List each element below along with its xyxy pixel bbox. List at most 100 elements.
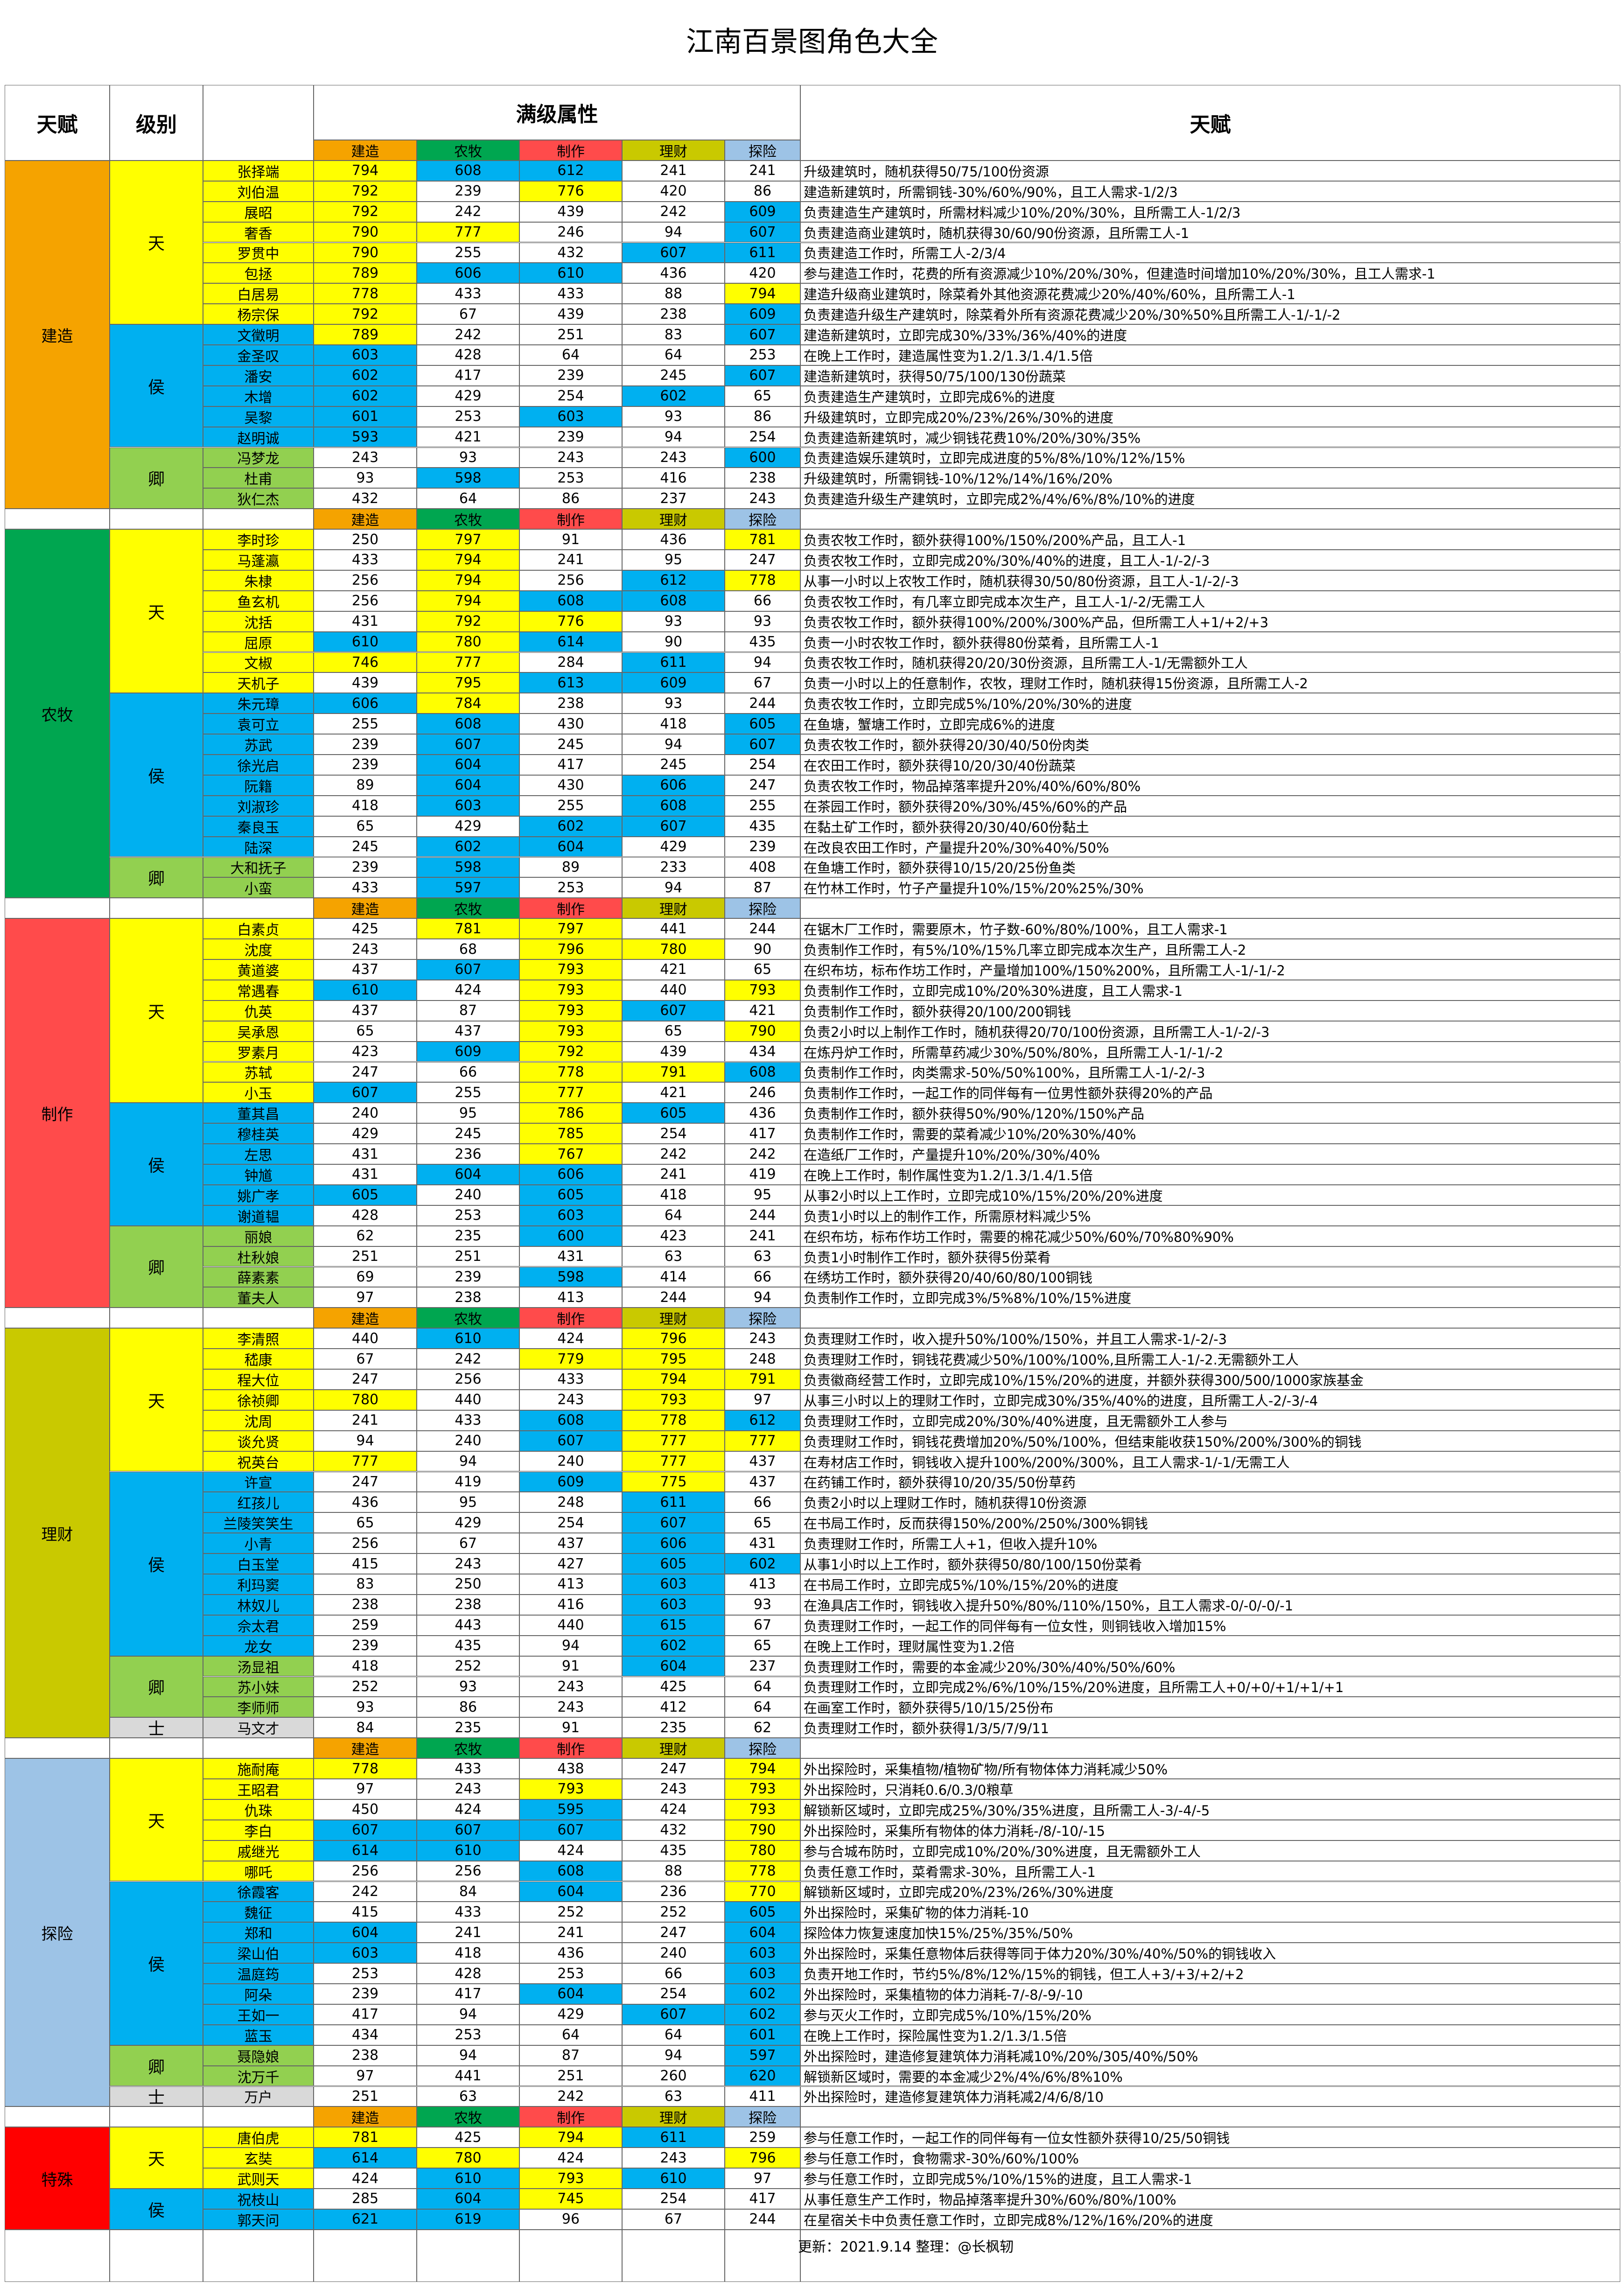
attr-value: 611 — [622, 1492, 725, 1513]
attr-value: 603 — [417, 795, 519, 816]
attr-value: 416 — [622, 468, 725, 489]
attr-value: 595 — [519, 1799, 622, 1820]
talent-description: 参与建造工作时，花费的所有资源减少10%/20%/30%，但建造时间增加10%/… — [800, 263, 1620, 284]
attr-value: 607 — [622, 816, 725, 837]
attr-value: 241 — [622, 1164, 725, 1185]
attr-value: 239 — [314, 1635, 417, 1656]
attr-value: 256 — [314, 1861, 417, 1882]
talent-description: 负责1小时以上的制作工作，所需原材料减少5% — [800, 1205, 1620, 1226]
attr-value: 605 — [622, 1553, 725, 1574]
attr-value: 611 — [725, 242, 800, 263]
attr-value: 243 — [519, 1676, 622, 1697]
attr-value: 420 — [725, 263, 800, 284]
attr-value: 792 — [519, 1041, 622, 1062]
attr-value: 243 — [622, 447, 725, 468]
footer-blank — [5, 2229, 110, 2282]
talent-description: 在鱼塘工作时，额外获得10/15/20/25份鱼类 — [800, 857, 1620, 878]
attr-value: 789 — [314, 263, 417, 284]
talent-description: 在竹林工作时，竹子产量提升10%/15%/20%25%/30% — [800, 877, 1620, 898]
attr-value: 67 — [314, 1349, 417, 1369]
attr-value: 93 — [417, 1676, 519, 1697]
attr-value: 603 — [725, 1943, 800, 1964]
attr-value: 433 — [417, 1410, 519, 1431]
attr-value: 794 — [519, 2127, 622, 2148]
rank-cell: 卿 — [110, 1225, 203, 1308]
talent-description: 解锁新区域时，立即完成20%/23%/26%/30%进度 — [800, 1881, 1620, 1902]
attr-value: 607 — [519, 1819, 622, 1840]
attr-value: 593 — [314, 427, 417, 448]
attr-value: 602 — [725, 2004, 800, 2025]
talent-description: 负责建造工作时，所需工人-2/3/4 — [800, 242, 1620, 263]
attr-header-1: 农牧 — [417, 140, 519, 161]
attr-value: 65 — [725, 385, 800, 406]
attr-value: 243 — [519, 1697, 622, 1718]
attr-value: 614 — [314, 2148, 417, 2169]
attr-subheader-0: 建造 — [314, 898, 417, 919]
attr-value: 604 — [519, 1984, 622, 2004]
attr-value: 239 — [314, 857, 417, 878]
attr-value: 245 — [622, 755, 725, 775]
attr-value: 791 — [622, 1062, 725, 1083]
attr-value: 256 — [417, 1369, 519, 1390]
attr-value: 424 — [519, 2148, 622, 2169]
character-name: 屈原 — [203, 631, 314, 652]
attr-value: 416 — [519, 1594, 622, 1615]
attr-value: 434 — [725, 1041, 800, 1062]
attr-value: 450 — [314, 1799, 417, 1820]
talent-description: 负责建造新建筑时，减少铜钱花费10%/20%/30%/35% — [800, 427, 1620, 448]
talent-description: 负责建造娱乐建筑时，立即完成进度的5%/8%/10%/12%/15% — [800, 447, 1620, 468]
spacer-desc — [800, 2106, 1620, 2127]
attr-value: 608 — [519, 590, 622, 611]
attr-value: 87 — [725, 877, 800, 898]
spacer-talent — [5, 1738, 110, 1759]
talent-description: 参与任意工作时，一起工作的同伴每有一位女性额外获得10/25/50铜钱 — [800, 2127, 1620, 2148]
character-name: 薛素素 — [203, 1266, 314, 1287]
talent-description: 在晚上工作时，理财属性变为1.2倍 — [800, 1635, 1620, 1656]
attr-value: 243 — [519, 447, 622, 468]
spacer-talent — [5, 509, 110, 530]
attr-value: 437 — [314, 959, 417, 980]
character-name: 穆桂英 — [203, 1123, 314, 1144]
attr-subheader-3: 理财 — [622, 1308, 725, 1329]
attr-value: 600 — [725, 447, 800, 468]
attr-value: 421 — [622, 1082, 725, 1103]
attr-value: 614 — [519, 631, 622, 652]
attr-value: 602 — [417, 836, 519, 857]
attr-value: 424 — [417, 1799, 519, 1820]
attr-value: 789 — [314, 324, 417, 345]
attr-value: 777 — [725, 1430, 800, 1451]
attr-subheader-1: 农牧 — [417, 2106, 519, 2127]
character-name: 董其昌 — [203, 1103, 314, 1124]
attr-value: 247 — [622, 1758, 725, 1779]
spacer-name — [203, 898, 314, 919]
attr-value: 602 — [314, 385, 417, 406]
attr-value: 436 — [725, 1103, 800, 1124]
talent-description: 在药铺工作时，额外获得10/20/35/50份草药 — [800, 1471, 1620, 1492]
attr-value: 793 — [519, 959, 622, 980]
attr-value: 790 — [314, 222, 417, 243]
attr-value: 607 — [519, 1430, 622, 1451]
attr-value: 608 — [519, 1861, 622, 1882]
attr-value: 430 — [519, 775, 622, 796]
attr-value: 437 — [519, 1533, 622, 1554]
attr-subheader-2: 制作 — [519, 1738, 622, 1759]
attr-value: 427 — [519, 1553, 622, 1574]
attr-subheader-0: 建造 — [314, 1308, 417, 1329]
attr-value: 443 — [417, 1615, 519, 1636]
attr-value: 610 — [314, 980, 417, 1001]
attr-value: 603 — [725, 1963, 800, 1984]
attr-value: 604 — [519, 1881, 622, 1902]
talent-description: 负责制作工作时，额外获得20/100/200铜钱 — [800, 1000, 1620, 1021]
character-name: 唐伯虎 — [203, 2127, 314, 2148]
attr-value: 745 — [519, 2189, 622, 2209]
attr-value: 437 — [314, 1000, 417, 1021]
attr-value: 238 — [417, 1287, 519, 1308]
talent-description: 在书局工作时，反而获得150%/200%/250%/300%铜钱 — [800, 1512, 1620, 1533]
attr-subheader-0: 建造 — [314, 1738, 417, 1759]
character-name: 李清照 — [203, 1328, 314, 1349]
attr-value: 440 — [417, 1389, 519, 1410]
attr-value: 436 — [519, 1943, 622, 1964]
attr-value: 241 — [314, 1410, 417, 1431]
attr-value: 440 — [622, 980, 725, 1001]
